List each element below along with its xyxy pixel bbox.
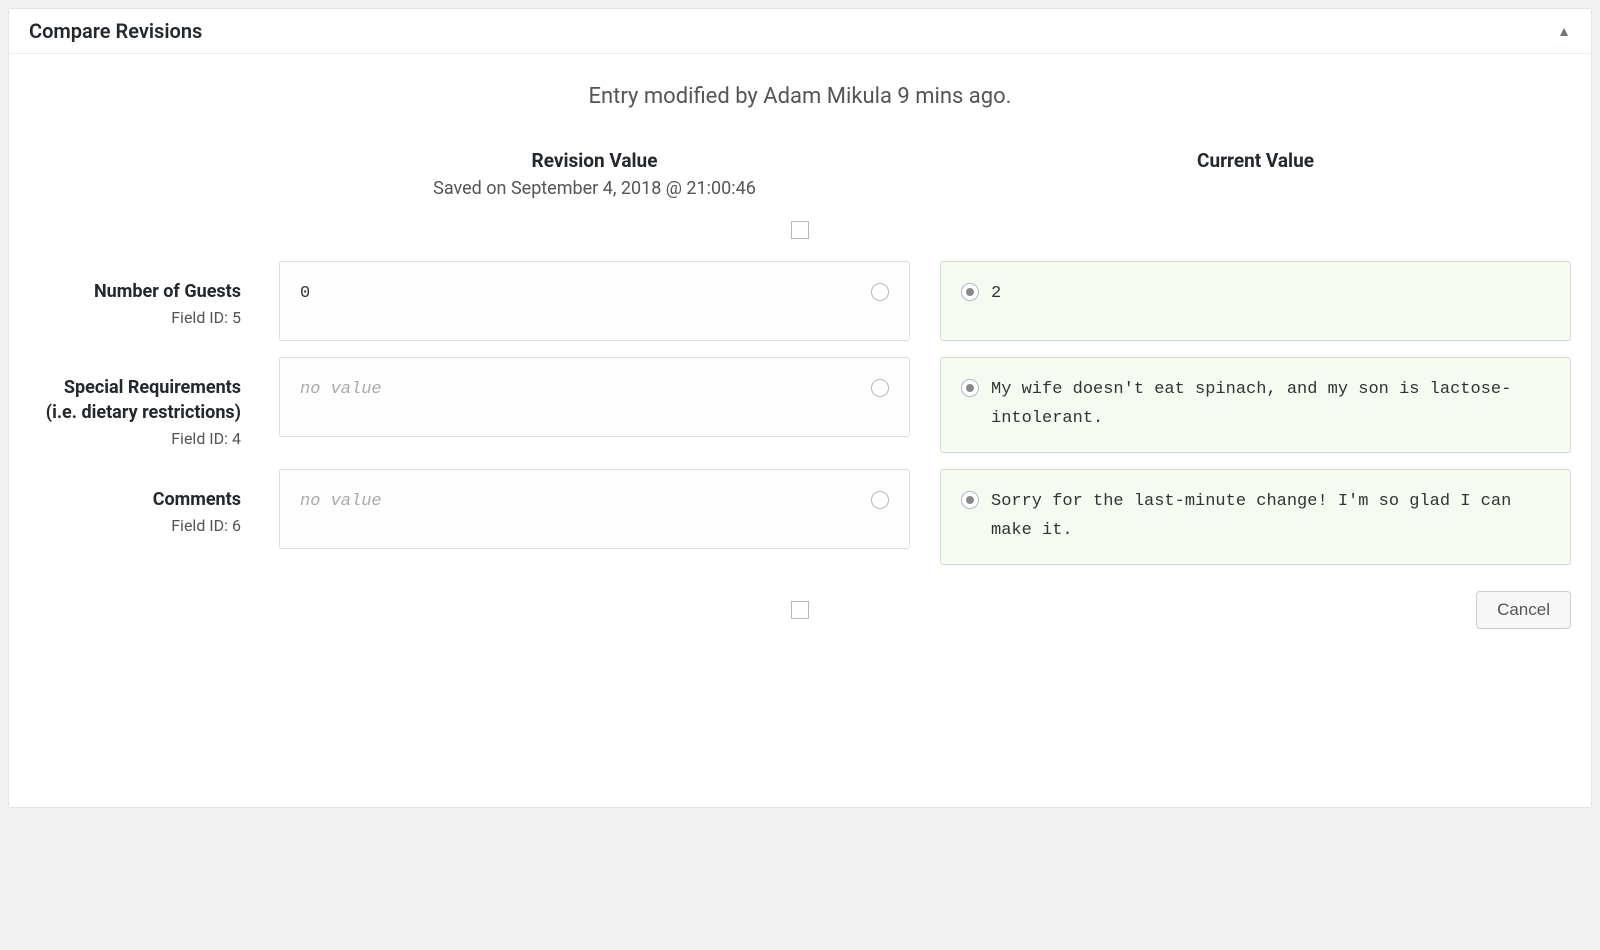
revision-value-box: no value: [279, 469, 910, 549]
compare-grid: Revision Value Saved on September 4, 201…: [29, 149, 1571, 623]
collapse-toggle-icon[interactable]: ▲: [1557, 23, 1571, 40]
field-label-name: Comments: [29, 487, 241, 512]
revision-value-text: no value: [300, 488, 859, 517]
field-label-name: Special Requirements (i.e. dietary restr…: [29, 375, 241, 425]
cancel-button[interactable]: Cancel: [1476, 591, 1571, 629]
modified-by-text: Entry modified by Adam Mikula 9 mins ago…: [29, 84, 1571, 109]
panel-header: Compare Revisions ▲: [9, 9, 1591, 54]
revision-value-box: no value: [279, 357, 910, 437]
current-select-radio[interactable]: [961, 491, 979, 509]
field-label-id: Field ID: 4: [29, 429, 241, 448]
revision-column-header: Revision Value Saved on September 4, 201…: [279, 149, 910, 209]
restore-all-checkbox-top[interactable]: [791, 221, 809, 239]
field-label-name: Number of Guests: [29, 279, 241, 304]
current-value-text: My wife doesn't eat spinach, and my son …: [991, 376, 1550, 434]
revision-column-title: Revision Value: [279, 149, 910, 172]
panel-body: Entry modified by Adam Mikula 9 mins ago…: [9, 54, 1591, 663]
field-label: Comments Field ID: 6: [29, 469, 249, 535]
restore-all-checkbox-bottom[interactable]: [791, 601, 809, 619]
revision-select-radio[interactable]: [871, 491, 889, 509]
revision-value-box: 0: [279, 261, 910, 341]
field-label: Special Requirements (i.e. dietary restr…: [29, 357, 249, 448]
current-column-title: Current Value: [940, 149, 1571, 172]
current-value-text: Sorry for the last-minute change! I'm so…: [991, 488, 1550, 546]
field-label-id: Field ID: 6: [29, 516, 241, 535]
revision-value-text: 0: [300, 280, 859, 309]
field-label: Number of Guests Field ID: 5: [29, 261, 249, 327]
current-select-radio[interactable]: [961, 379, 979, 397]
current-select-radio[interactable]: [961, 283, 979, 301]
current-value-box: My wife doesn't eat spinach, and my son …: [940, 357, 1571, 453]
panel-title: Compare Revisions: [29, 19, 202, 43]
revision-value-text: no value: [300, 376, 859, 405]
current-value-text: 2: [991, 280, 1550, 309]
revision-select-radio[interactable]: [871, 283, 889, 301]
current-value-box: Sorry for the last-minute change! I'm so…: [940, 469, 1571, 565]
compare-revisions-panel: Compare Revisions ▲ Entry modified by Ad…: [8, 8, 1592, 808]
field-label-id: Field ID: 5: [29, 308, 241, 327]
current-value-box: 2: [940, 261, 1571, 341]
restore-all-top-row: [29, 209, 1571, 261]
revision-select-radio[interactable]: [871, 379, 889, 397]
current-column-header: Current Value: [940, 149, 1571, 188]
revision-column-subtitle: Saved on September 4, 2018 @ 21:00:46: [279, 178, 910, 199]
restore-all-bottom-row: Cancel: [29, 581, 1571, 623]
